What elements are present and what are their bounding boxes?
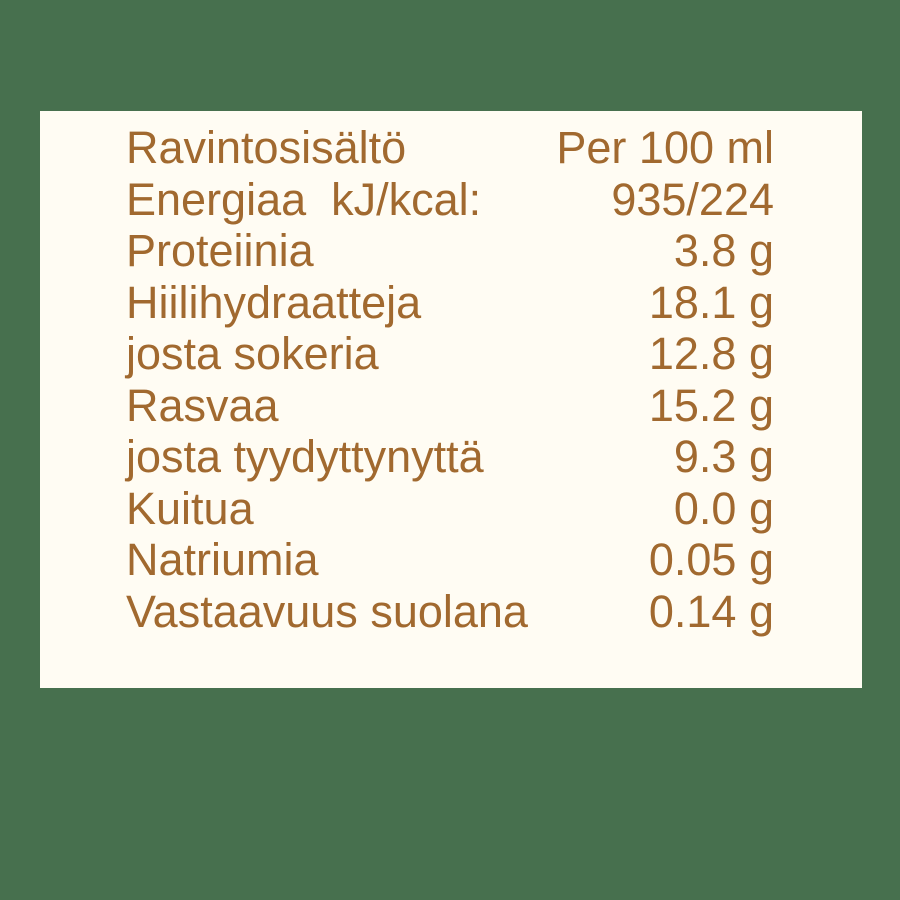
nutrient-name: josta sokeria	[126, 328, 379, 379]
nutrition-row-of-which-saturated: josta tyydyttynyttä 9.3 g	[126, 431, 774, 483]
nutrient-value: 15.2 g	[648, 379, 774, 431]
nutrient-name: josta tyydyttynyttä	[126, 431, 484, 482]
nutrient-name: Proteiinia	[126, 225, 314, 276]
nutrient-name: Kuitua	[126, 482, 254, 534]
nutrient-name: Vastaavuus suolana	[126, 585, 528, 637]
nutrient-value: 0.05 g	[648, 534, 774, 585]
nutrient-name: Rasvaa	[126, 379, 279, 431]
nutrition-row-salt-equivalent: Vastaavuus suolana 0.14 g	[126, 586, 774, 638]
nutrient-name: Hiilihydraatteja	[126, 276, 422, 328]
nutrition-panel: Ravintosisältö Per 100 ml Energiaa kJ/kc…	[40, 111, 862, 688]
nutrition-row-of-which-sugars: josta sokeria 12.8 g	[126, 328, 774, 380]
nutrient-name: Energiaa kJ/kcal:	[126, 173, 482, 225]
nutrient-value: 3.8 g	[673, 225, 774, 276]
nutrition-row-fibre: Kuitua 0.0 g	[126, 483, 774, 535]
nutrient-value: 9.3 g	[673, 431, 774, 482]
amount-basis-header: Per 100 ml	[556, 122, 774, 173]
nutrition-row-energy: Energiaa kJ/kcal: 935/224	[126, 174, 774, 226]
nutrient-name: Natriumia	[126, 534, 319, 585]
nutrient-value: 18.1 g	[648, 276, 774, 328]
nutrition-row-protein: Proteiinia 3.8 g	[126, 225, 774, 277]
nutrition-header-row: Ravintosisältö Per 100 ml	[126, 122, 774, 174]
nutrient-value: 12.8 g	[648, 328, 774, 379]
nutrition-title: Ravintosisältö	[126, 122, 407, 173]
nutrient-value: 935/224	[611, 173, 774, 225]
nutrition-row-sodium: Natriumia 0.05 g	[126, 534, 774, 586]
nutrient-value: 0.14 g	[648, 585, 774, 637]
nutrition-row-fat: Rasvaa 15.2 g	[126, 380, 774, 432]
nutrient-value: 0.0 g	[673, 482, 774, 534]
nutrition-row-carbohydrates: Hiilihydraatteja 18.1 g	[126, 277, 774, 329]
